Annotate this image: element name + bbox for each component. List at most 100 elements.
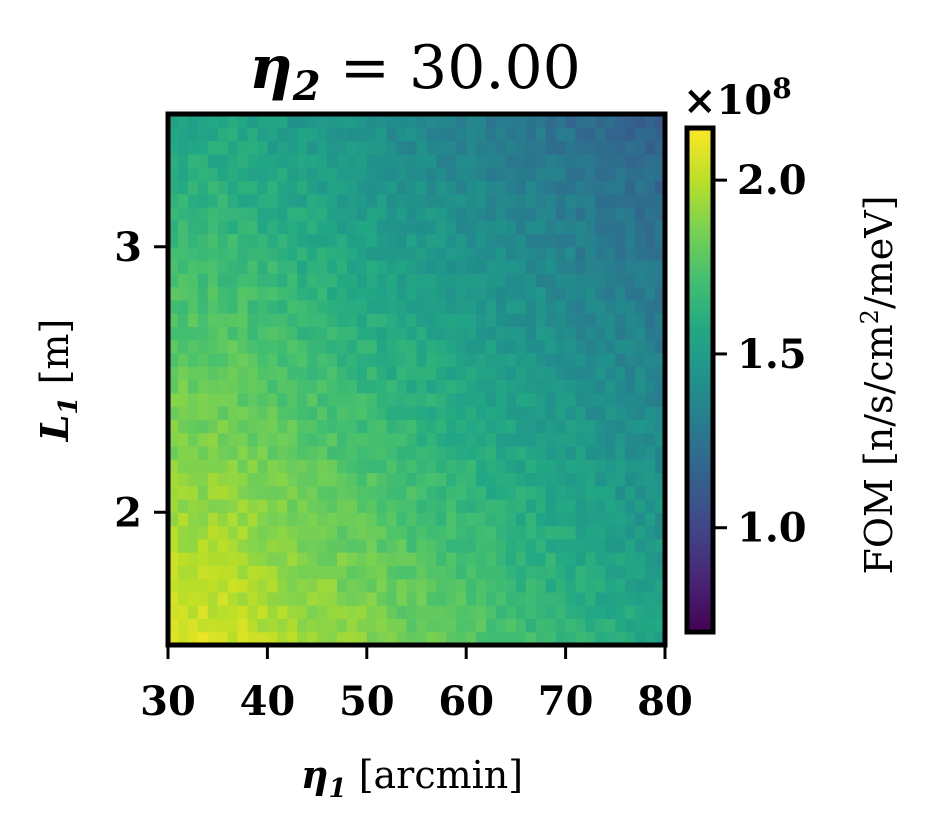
heatmap-cell: [486, 180, 497, 195]
heatmap-cell: [356, 180, 368, 195]
heatmap-cell: [336, 631, 348, 646]
heatmap-cell: [317, 498, 328, 513]
heatmap-cell: [197, 432, 209, 447]
heatmap-cell: [555, 472, 567, 487]
heatmap-cell: [207, 299, 219, 314]
heatmap-cell: [525, 498, 537, 513]
heatmap-cell: [655, 392, 666, 407]
heatmap-cell: [317, 167, 328, 181]
heatmap-cell: [595, 286, 606, 301]
heatmap-cell: [396, 167, 408, 181]
heatmap-cell: [217, 313, 229, 327]
heatmap-cell: [187, 432, 199, 447]
heatmap-cell: [525, 406, 537, 420]
heatmap-cell: [177, 591, 189, 606]
heatmap-cell: [545, 352, 557, 367]
heatmap-cell: [416, 127, 428, 142]
heatmap-cell: [575, 180, 587, 195]
heatmap-cell: [396, 392, 408, 407]
heatmap-cell: [287, 605, 298, 620]
heatmap-cell: [277, 605, 288, 620]
heatmap-cell: [466, 538, 477, 553]
colorbar-tick-label: 2.0: [737, 157, 807, 204]
heatmap-cell: [317, 631, 328, 646]
heatmap-cell: [297, 459, 308, 474]
heatmap-cell: [605, 153, 616, 168]
heatmap-cell: [545, 432, 557, 447]
heatmap-cell: [386, 127, 398, 142]
heatmap-cell: [386, 313, 398, 327]
heatmap-cell: [645, 140, 656, 155]
heatmap-cell: [466, 140, 477, 155]
heatmap-cell: [317, 299, 328, 314]
heatmap-cell: [168, 459, 179, 474]
heatmap-cell: [396, 313, 408, 327]
heatmap-cell: [565, 220, 577, 235]
heatmap-cell: [436, 260, 447, 274]
heatmap-cell: [565, 339, 577, 354]
heatmap-cell: [535, 313, 547, 327]
heatmap-cell: [247, 167, 259, 181]
heatmap-cell: [297, 352, 308, 367]
heatmap-cell: [187, 366, 199, 381]
heatmap-cell: [525, 485, 537, 500]
heatmap-cell: [645, 260, 656, 274]
heatmap-cell: [505, 193, 517, 208]
heatmap-cell: [207, 273, 219, 288]
heatmap-cell: [555, 193, 567, 208]
heatmap-cell: [406, 578, 418, 593]
heatmap-cell: [297, 406, 308, 420]
heatmap-cell: [327, 206, 338, 221]
heatmap-cell: [187, 538, 199, 553]
heatmap-cell: [336, 366, 348, 381]
heatmap-cell: [496, 114, 507, 128]
heatmap-cell: [257, 605, 268, 620]
heatmap-cell: [426, 432, 437, 447]
heatmap-cell: [595, 326, 606, 341]
heatmap-cell: [356, 552, 368, 566]
heatmap-cell: [595, 578, 606, 593]
heatmap-cell: [466, 366, 477, 381]
heatmap-cell: [515, 180, 527, 195]
heatmap-cell: [635, 193, 646, 208]
heatmap-cell: [426, 552, 437, 566]
heatmap-cell: [247, 273, 259, 288]
heatmap-cell: [585, 605, 597, 620]
heatmap-cell: [545, 578, 557, 593]
heatmap-cell: [307, 379, 318, 394]
heatmap-cell: [535, 153, 547, 168]
heatmap-cell: [227, 392, 239, 407]
heatmap-cell: [525, 419, 537, 434]
heatmap-cell: [456, 273, 467, 288]
heatmap-cell: [436, 246, 447, 261]
heatmap-cell: [525, 472, 537, 487]
heatmap-cell: [555, 114, 567, 128]
heatmap-cell: [376, 153, 388, 168]
heatmap-cell: [187, 419, 199, 434]
heatmap-cell: [237, 392, 249, 407]
heatmap-cell: [595, 220, 606, 235]
heatmap-cell: [217, 591, 229, 606]
heatmap-cell: [545, 565, 557, 580]
heatmap-cell: [565, 167, 577, 181]
heatmap-cell: [247, 485, 259, 500]
heatmap-cell: [466, 326, 477, 341]
heatmap-cell: [396, 114, 408, 128]
heatmap-cell: [605, 406, 616, 420]
heatmap-cell: [336, 605, 348, 620]
heatmap-cell: [307, 432, 318, 447]
heatmap-cell: [525, 552, 537, 566]
heatmap-cell: [327, 432, 338, 447]
heatmap-cell: [346, 233, 358, 248]
heatmap-cell: [605, 206, 616, 221]
colorbar-ticks: 1.01.52.0: [715, 157, 807, 552]
heatmap-cell: [247, 631, 259, 646]
heatmap-cell: [207, 552, 219, 566]
heatmap-cell: [545, 313, 557, 327]
heatmap-cell: [336, 352, 348, 367]
heatmap-cell: [366, 153, 378, 168]
heatmap-cell: [496, 432, 507, 447]
heatmap-cell: [327, 233, 338, 248]
heatmap-cell: [466, 419, 477, 434]
heatmap-cell: [376, 366, 388, 381]
